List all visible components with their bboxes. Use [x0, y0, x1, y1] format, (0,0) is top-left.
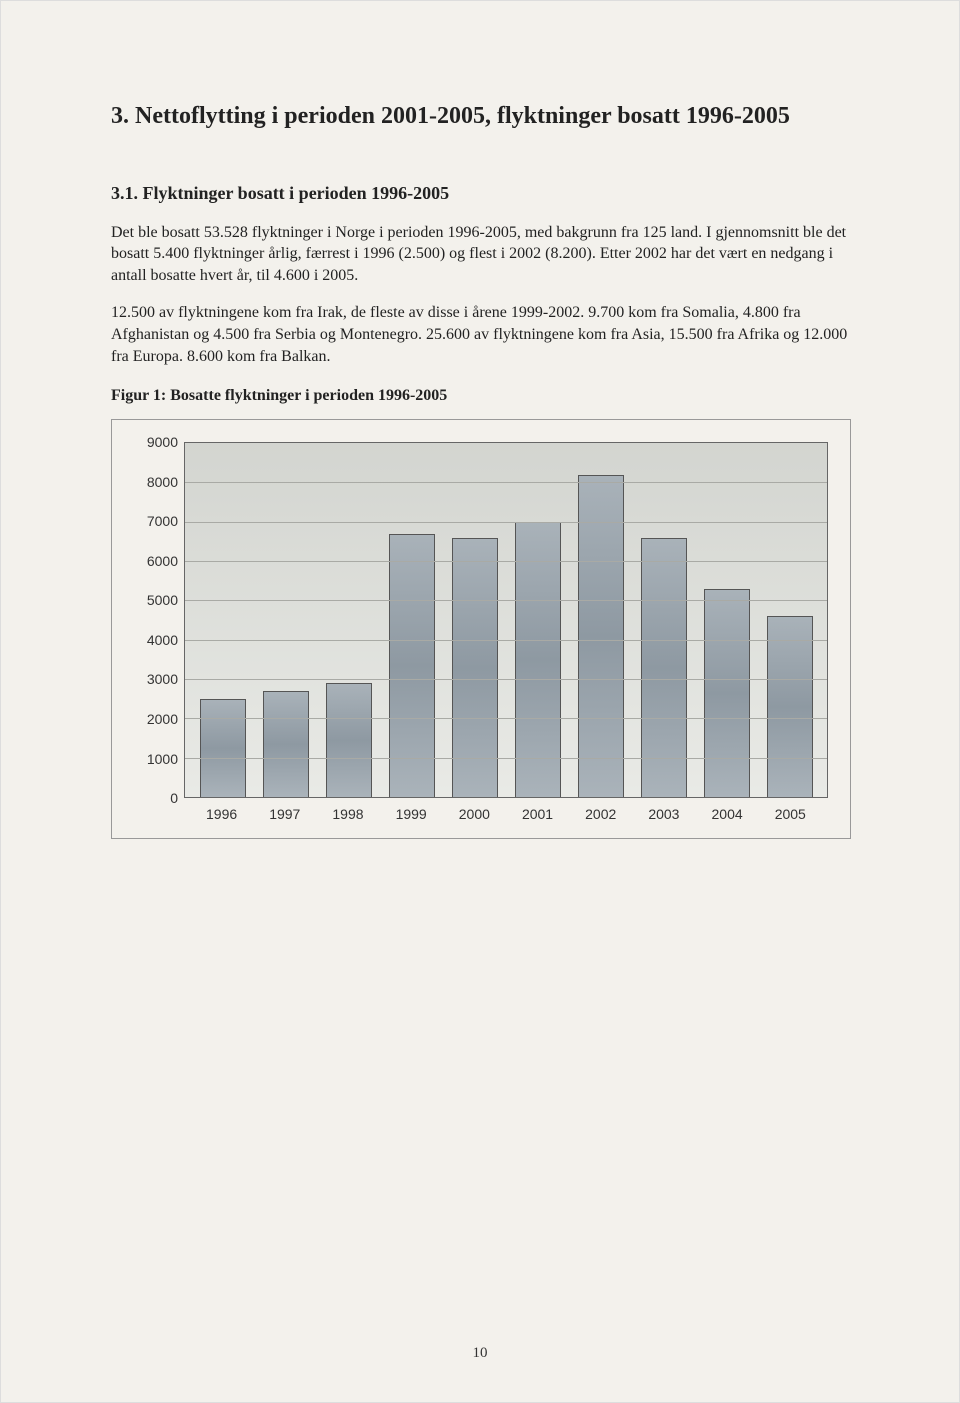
- subsection-heading: 3.1. Flyktninger bosatt i perioden 1996-…: [111, 182, 849, 205]
- chart-y-axis: 0100020003000400050006000700080009000: [134, 442, 184, 798]
- chart-y-tick-label: 0: [170, 790, 178, 806]
- chart-y-tick-label: 1000: [147, 751, 178, 767]
- chart-gridline: [185, 482, 827, 483]
- chart-x-axis: 1996 1997 1998 1999 2000 2001 2002 2003 2004 2005: [184, 798, 828, 828]
- chart-x-tick-label: 1999: [388, 798, 434, 828]
- chart-gridline: [185, 561, 827, 562]
- chart-inner: 0100020003000400050006000700080009000 19…: [134, 442, 828, 828]
- chart-x-tick-label: 1997: [262, 798, 308, 828]
- chart-gridline: [185, 758, 827, 759]
- paragraph-2: 12.500 av flyktningene kom fra Irak, de …: [111, 302, 849, 367]
- chart-gridline: [185, 600, 827, 601]
- chart-y-tick-label: 7000: [147, 513, 178, 529]
- chart-y-tick-label: 3000: [147, 671, 178, 687]
- chart-container: 0 1000 2000 3000 4000 5000 6000 7000 8000 9000 19…: [111, 419, 851, 839]
- chart-bar: [704, 589, 750, 797]
- chart-bars-group: [185, 443, 827, 797]
- chart-x-tick-label: 2004: [704, 798, 750, 828]
- chart-y-tick-label: 2000: [147, 711, 178, 727]
- chart-plot-area: [184, 442, 828, 798]
- chart-bar: [326, 683, 372, 797]
- chart-bar: [200, 699, 246, 797]
- chart-bar: [263, 691, 309, 797]
- chart-gridline: [185, 679, 827, 680]
- paragraph-1: Det ble bosatt 53.528 flyktninger i Norg…: [111, 222, 849, 287]
- chart-y-tick-label: 8000: [147, 474, 178, 490]
- chart-bar: [515, 522, 561, 797]
- chart-x-tick-label: 2005: [767, 798, 813, 828]
- chart-y-tick-label: 4000: [147, 632, 178, 648]
- section-heading: 3. Nettoflytting i perioden 2001-2005, f…: [111, 101, 849, 132]
- chart-y-tick-label: 6000: [147, 553, 178, 569]
- chart-x-tick-label: 2000: [451, 798, 497, 828]
- figure-caption: Figur 1: Bosatte flyktninger i perioden …: [111, 387, 849, 405]
- chart-bar: [578, 475, 624, 798]
- chart-x-tick-label: 2003: [641, 798, 687, 828]
- chart-x-tick-label: 1998: [325, 798, 371, 828]
- chart-y-tick-label: 5000: [147, 592, 178, 608]
- chart-x-tick-label: 1996: [199, 798, 245, 828]
- chart-bar: [767, 616, 813, 797]
- chart-gridline: [185, 640, 827, 641]
- page-number: 10: [1, 1345, 959, 1362]
- chart-gridline: [185, 522, 827, 523]
- chart-gridline: [185, 718, 827, 719]
- chart-x-tick-label: 2001: [515, 798, 561, 828]
- chart-y-tick-label: 9000: [147, 434, 178, 450]
- chart-x-tick-label: 2002: [578, 798, 624, 828]
- document-page: 3. Nettoflytting i perioden 2001-2005, f…: [0, 0, 960, 1403]
